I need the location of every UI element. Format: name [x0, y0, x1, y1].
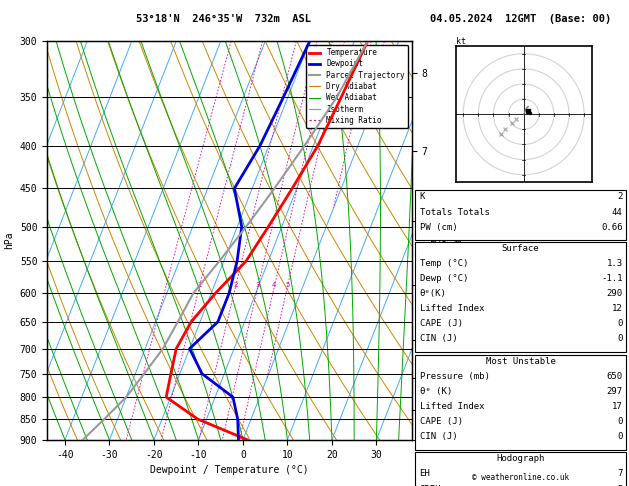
Y-axis label: hPa: hPa: [4, 232, 14, 249]
Text: © weatheronline.co.uk: © weatheronline.co.uk: [472, 473, 569, 482]
Text: θᵉ (K): θᵉ (K): [420, 387, 452, 396]
Text: 4: 4: [272, 282, 276, 288]
Text: 17: 17: [612, 402, 623, 411]
Text: LCL: LCL: [416, 435, 431, 444]
Text: 7: 7: [617, 469, 623, 479]
Text: 0.66: 0.66: [601, 223, 623, 232]
Text: θᵉ(K): θᵉ(K): [420, 289, 447, 298]
Text: 0: 0: [617, 319, 623, 329]
Text: PW (cm): PW (cm): [420, 223, 457, 232]
Text: 1: 1: [197, 282, 201, 288]
Text: Most Unstable: Most Unstable: [486, 357, 555, 366]
Text: 12: 12: [612, 304, 623, 313]
Text: 3: 3: [255, 282, 260, 288]
Text: Surface: Surface: [502, 244, 539, 253]
Text: CIN (J): CIN (J): [420, 432, 457, 441]
Legend: Temperature, Dewpoint, Parcel Trajectory, Dry Adiabat, Wet Adiabat, Isotherm, Mi: Temperature, Dewpoint, Parcel Trajectory…: [306, 45, 408, 128]
Text: 2: 2: [617, 192, 623, 202]
Text: EH: EH: [420, 469, 430, 479]
Text: Temp (°C): Temp (°C): [420, 259, 468, 268]
Text: 2: 2: [233, 282, 237, 288]
Text: CAPE (J): CAPE (J): [420, 319, 462, 329]
Text: CIN (J): CIN (J): [420, 334, 457, 344]
Text: Hodograph: Hodograph: [496, 454, 545, 464]
Text: Totals Totals: Totals Totals: [420, 208, 489, 217]
Text: kt: kt: [455, 37, 465, 46]
Text: 297: 297: [606, 387, 623, 396]
Text: 0: 0: [617, 417, 623, 426]
Text: Dewp (°C): Dewp (°C): [420, 274, 468, 283]
Text: 290: 290: [606, 289, 623, 298]
Text: Pressure (mb): Pressure (mb): [420, 372, 489, 381]
Y-axis label: km
ASL: km ASL: [429, 232, 448, 249]
Text: Mixing Ratio (g/kg): Mixing Ratio (g/kg): [455, 193, 464, 288]
Text: 5: 5: [285, 282, 289, 288]
Text: 0: 0: [617, 334, 623, 344]
Text: 650: 650: [606, 372, 623, 381]
Text: Lifted Index: Lifted Index: [420, 304, 484, 313]
Text: K: K: [420, 192, 425, 202]
Text: 53°18'N  246°35'W  732m  ASL: 53°18'N 246°35'W 732m ASL: [136, 14, 311, 24]
Text: SREH: SREH: [420, 485, 441, 486]
Text: 0: 0: [617, 432, 623, 441]
Text: 5: 5: [617, 485, 623, 486]
Text: 04.05.2024  12GMT  (Base: 00): 04.05.2024 12GMT (Base: 00): [430, 14, 611, 24]
Text: CAPE (J): CAPE (J): [420, 417, 462, 426]
Text: 44: 44: [612, 208, 623, 217]
Text: 1.3: 1.3: [606, 259, 623, 268]
Text: Lifted Index: Lifted Index: [420, 402, 484, 411]
Text: -1.1: -1.1: [601, 274, 623, 283]
X-axis label: Dewpoint / Temperature (°C): Dewpoint / Temperature (°C): [150, 465, 309, 475]
